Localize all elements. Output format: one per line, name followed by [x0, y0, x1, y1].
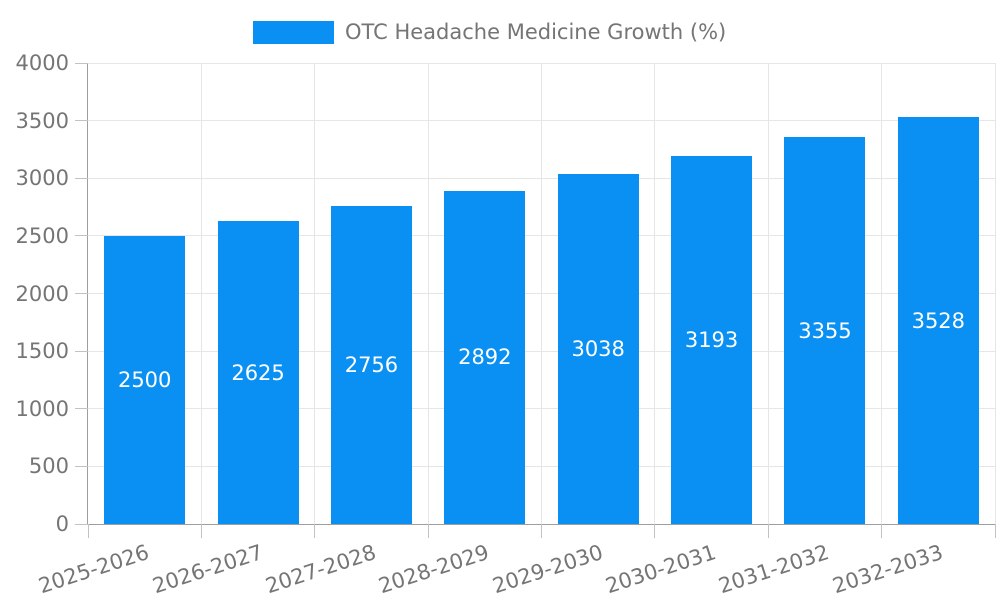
- x-tick-label: 2025-2026: [35, 540, 153, 599]
- y-tick-label: 1000: [15, 396, 69, 421]
- bar: [557, 173, 639, 524]
- y-tick-label: 500: [28, 454, 69, 479]
- x-tick: [87, 524, 89, 538]
- y-tick-label: 2500: [15, 223, 69, 248]
- bar-value-label: 3528: [911, 308, 966, 333]
- bar: [217, 221, 299, 524]
- y-tick-label: 3500: [15, 108, 69, 133]
- x-gridline: [881, 63, 883, 524]
- y-tick-label: 3000: [15, 166, 69, 191]
- x-gridline: [767, 63, 769, 524]
- x-gridline: [541, 63, 542, 524]
- bar: [104, 235, 186, 524]
- y-tick: [75, 293, 88, 294]
- x-tick-label: 2027-2028: [262, 540, 379, 599]
- bar: [897, 117, 979, 524]
- bar-value-label: 2892: [458, 345, 512, 370]
- chart-legend: OTC Headache Medicine Growth (%): [253, 20, 726, 44]
- bar: [444, 190, 526, 524]
- x-tick: [654, 524, 656, 538]
- y-tick: [75, 350, 88, 352]
- y-tick: [75, 177, 88, 179]
- x-tick-label: 2030-2031: [602, 540, 719, 599]
- x-tick: [314, 524, 316, 538]
- y-tick-label: 1500: [15, 339, 69, 364]
- bar: [671, 156, 753, 524]
- x-tick: [200, 524, 202, 538]
- y-tick-label: 2000: [15, 281, 69, 306]
- y-tick: [75, 120, 88, 122]
- x-tick-label: 2031-2032: [716, 540, 833, 599]
- y-tick: [75, 235, 88, 237]
- x-tick: [427, 524, 429, 538]
- bar-value-label: 3193: [684, 328, 739, 352]
- x-gridline: [994, 63, 996, 524]
- x-gridline: [427, 63, 429, 524]
- x-gridline: [314, 63, 316, 524]
- bar-value-label: 2500: [117, 367, 172, 392]
- legend-label: OTC Headache Medicine Growth (%): [345, 20, 727, 44]
- bar-value-label: 2756: [344, 353, 399, 378]
- x-tick: [994, 524, 996, 538]
- y-tick: [75, 408, 88, 410]
- x-gridline: [200, 63, 202, 524]
- bar: [784, 137, 866, 524]
- x-tick-label: 2029-2030: [489, 540, 606, 599]
- bar: [330, 206, 412, 524]
- x-tick: [881, 524, 883, 538]
- bar-value-label: 3038: [571, 336, 625, 361]
- x-tick-label: 2028-2029: [375, 540, 493, 599]
- bar-value-label: 2625: [231, 360, 285, 385]
- x-tick-label: 2026-2027: [149, 540, 266, 599]
- y-tick: [75, 465, 88, 467]
- legend-swatch-icon: [253, 20, 334, 44]
- y-tick: [75, 523, 88, 525]
- x-tick-label: 2032-2033: [829, 540, 946, 599]
- x-tick: [767, 524, 769, 538]
- x-tick: [541, 524, 542, 538]
- y-tick-label: 4000: [15, 51, 69, 75]
- y-tick-label: 0: [55, 512, 69, 536]
- bar-value-label: 3355: [798, 318, 852, 343]
- x-gridline: [654, 63, 656, 524]
- y-tick: [75, 62, 88, 64]
